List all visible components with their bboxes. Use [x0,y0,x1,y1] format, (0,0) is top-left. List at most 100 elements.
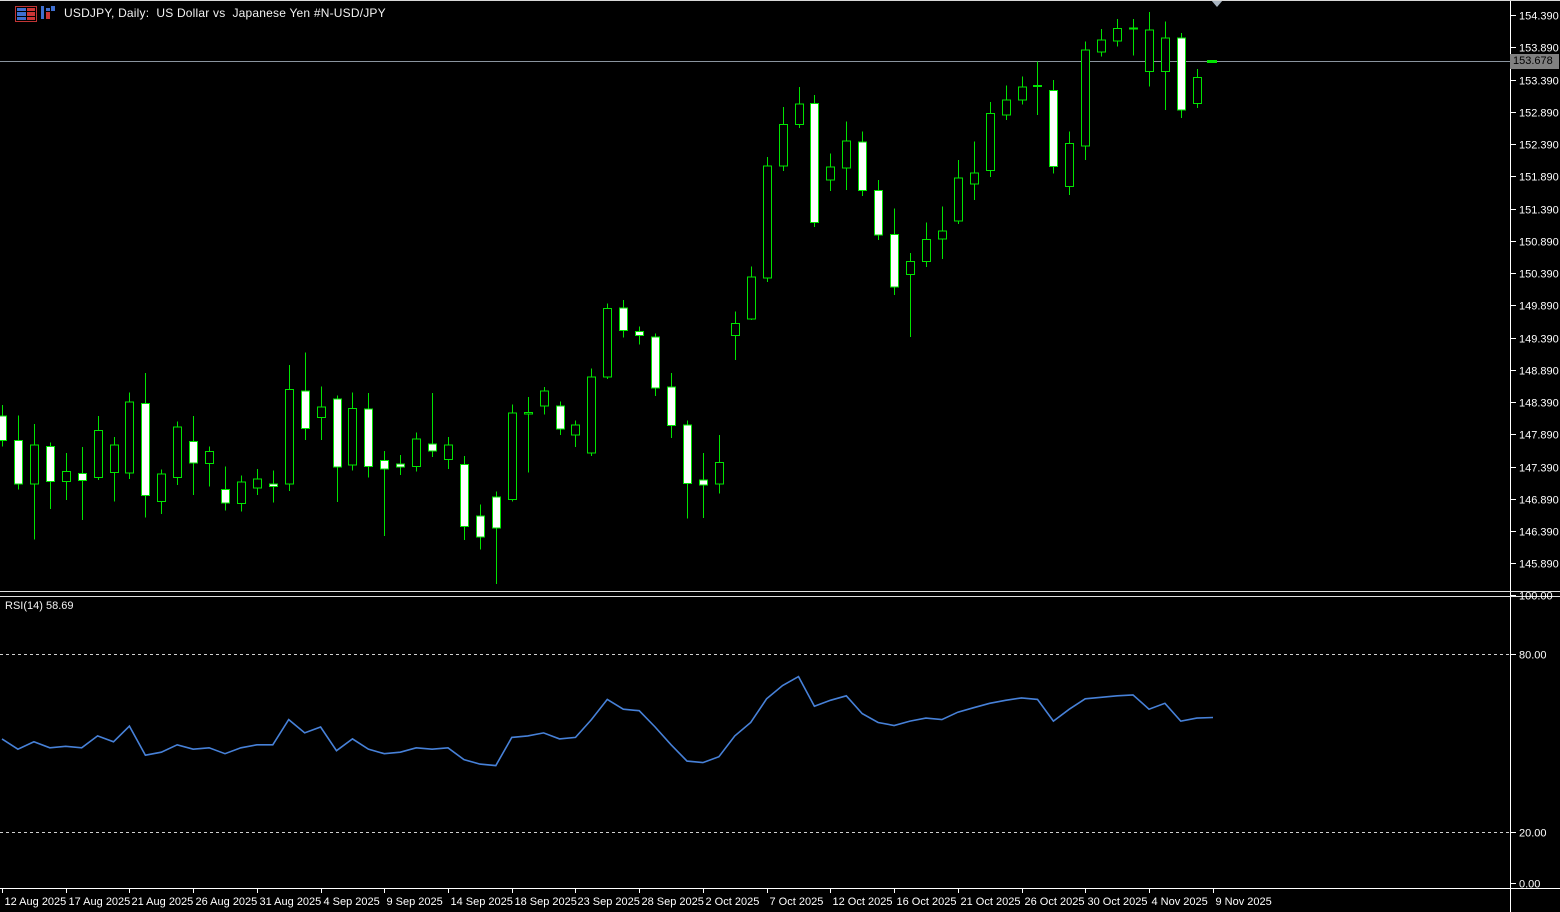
candle-body-bull [747,276,756,320]
price-axis-label[interactable]: 151.890 [1519,172,1559,184]
time-axis-label[interactable]: 12 Aug 2025 [5,896,67,908]
candle [125,392,134,479]
candle-body-bear [1177,37,1186,111]
price-axis-label[interactable]: 146.890 [1519,495,1559,507]
candle-body-bull [715,462,724,485]
price-axis-label[interactable]: 147.390 [1519,463,1559,475]
candle-body-bull [954,177,963,222]
candle [285,365,294,491]
candle [954,160,963,224]
candle-body-bear [333,398,342,468]
candle [0,405,7,447]
candle [1145,11,1154,87]
candle [110,436,119,502]
price-axis-label[interactable]: 148.890 [1519,366,1559,378]
time-axis-label[interactable]: 26 Aug 2025 [196,896,258,908]
candle [348,392,357,471]
candle-body-bear [699,479,708,486]
rsi-axis-label[interactable]: 80.00 [1519,650,1547,662]
candle-body-bear [380,460,389,470]
price-axis-label[interactable]: 147.890 [1519,430,1559,442]
candle [189,416,198,495]
price-axis-label[interactable]: 151.390 [1519,205,1559,217]
candle-body-bull [253,478,262,489]
candle-body-bull [237,481,246,504]
candle [603,303,612,379]
price-axis-label[interactable]: 149.390 [1519,334,1559,346]
price-axis-label[interactable]: 146.390 [1519,527,1559,539]
candle [1018,76,1027,105]
rsi-axis-label[interactable]: 20.00 [1519,828,1547,840]
candle [14,415,23,490]
time-axis-label[interactable]: 4 Sep 2025 [324,896,380,908]
candle [938,206,947,259]
price-axis-label[interactable]: 148.390 [1519,398,1559,410]
candle-body-bear [492,496,501,529]
bar-chart-icon [41,6,56,19]
price-axis-label[interactable]: 152.390 [1519,140,1559,152]
candle [795,87,804,128]
price-axis-label[interactable]: 145.890 [1519,559,1559,571]
candle-body-bear [0,415,7,442]
candle-body-bear [269,483,278,487]
candle-body-bull [285,389,294,485]
candle [1129,18,1138,56]
candle [779,107,788,172]
time-axis-label[interactable]: 9 Sep 2025 [387,896,443,908]
time-axis-label[interactable]: 17 Aug 2025 [69,896,131,908]
candle-body-bull [110,444,119,473]
candle [253,469,262,495]
price-axis-label[interactable]: 153.890 [1519,43,1559,55]
time-axis-label[interactable]: 31 Aug 2025 [260,896,322,908]
time-axis-label[interactable]: 18 Sep 2025 [515,896,577,908]
chart-shift-triangle[interactable] [1211,0,1223,7]
candle [62,453,71,500]
price-axis-label[interactable]: 153.390 [1519,76,1559,88]
time-axis-label[interactable]: 21 Oct 2025 [961,896,1021,908]
candle [78,447,87,520]
candle [221,466,230,511]
rsi-axis-label[interactable]: 100.00 [1519,591,1553,603]
price-axis-label[interactable]: 149.890 [1519,301,1559,313]
candle-body-bull [842,140,851,169]
candle [540,387,549,415]
time-axis-label[interactable]: 7 Oct 2025 [770,896,824,908]
time-axis-label[interactable]: 23 Sep 2025 [578,896,640,908]
candle-body-bear [78,473,87,482]
candle [1161,21,1170,110]
time-axis-label[interactable]: 9 Nov 2025 [1216,896,1272,908]
rsi-axis-label[interactable]: 0.00 [1519,879,1540,891]
time-axis-label[interactable]: 12 Oct 2025 [833,896,893,908]
candle [763,156,772,282]
time-axis-label[interactable]: 14 Sep 2025 [451,896,513,908]
candle [858,131,867,197]
time-axis-label[interactable]: 16 Oct 2025 [897,896,957,908]
candle [970,141,979,201]
time-axis-label[interactable]: 21 Aug 2025 [132,896,194,908]
candle [205,446,214,487]
time-axis-label[interactable]: 26 Oct 2025 [1025,896,1085,908]
time-axis-label[interactable]: 28 Sep 2025 [642,896,704,908]
time-axis-label[interactable]: 4 Nov 2025 [1152,896,1208,908]
ohlc-table-icon [15,6,37,22]
candle-body-bear [858,141,867,192]
forming-bar-tick [1207,60,1217,63]
candle [1033,61,1042,115]
price-axis-label[interactable]: 152.890 [1519,108,1559,120]
price-axis-label[interactable]: 150.890 [1519,237,1559,249]
time-axis-label[interactable]: 2 Oct 2025 [706,896,760,908]
candle-body-bull [1145,29,1154,73]
candle [842,121,851,190]
candle-body-bull [906,260,915,275]
candle [747,266,756,321]
price-axis-label[interactable]: 154.390 [1519,11,1559,23]
price-axis-label[interactable]: 150.390 [1519,269,1559,281]
candle-body-bull [1161,37,1170,73]
candle [1097,29,1106,57]
candle [1177,33,1186,119]
time-axis-label[interactable]: 30 Oct 2025 [1088,896,1148,908]
candle-body-bear [874,189,883,236]
candle [508,404,517,502]
